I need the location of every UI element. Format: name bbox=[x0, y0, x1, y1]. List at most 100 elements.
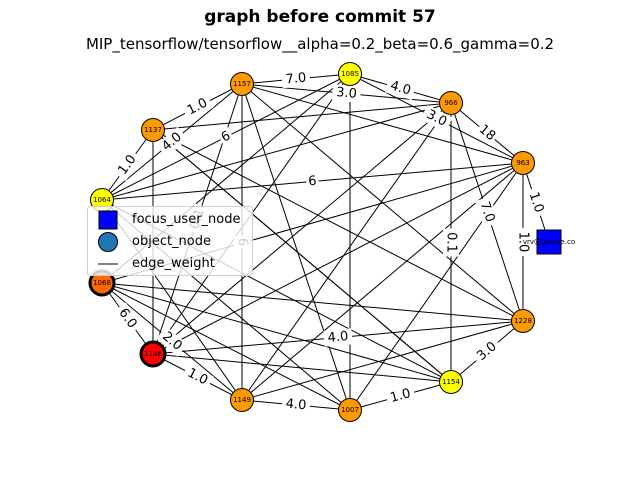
node-circle bbox=[141, 118, 165, 142]
node-label: vrv@google.co bbox=[523, 238, 575, 246]
edge-weight-label: 0.1 bbox=[443, 228, 459, 257]
edge-weight-bg bbox=[281, 69, 311, 89]
node-circle bbox=[511, 151, 535, 175]
focus-user-node[interactable]: vrv@google.co bbox=[523, 229, 575, 255]
edge-label-layer: 7.0 4.0 18 1.0 1.0 3.0 1.0 4.0 1.0 6.0 1.0 1.0 3.0 0.… bbox=[112, 69, 548, 415]
edge-963-1007 bbox=[349, 162, 524, 411]
edge-1157-1007 bbox=[241, 83, 351, 411]
edge-weight-label: 1.0 bbox=[524, 186, 548, 219]
legend-row-focus: focus_user_node bbox=[88, 210, 252, 230]
edge-weight-text: 7.0 bbox=[477, 200, 498, 224]
edge-weight-bg bbox=[112, 148, 143, 182]
edge-weight-bg bbox=[112, 302, 143, 335]
edge-weight-label: 3.0 bbox=[331, 84, 362, 103]
edge-weight-label: 1.0 bbox=[181, 93, 214, 121]
node-circle bbox=[439, 91, 463, 115]
node-label: 963 bbox=[516, 159, 529, 167]
edge-weight-label: 4.0 bbox=[384, 76, 417, 101]
edge-weight-bg bbox=[305, 173, 320, 190]
edge-weight-label: 1.0 bbox=[515, 228, 531, 256]
object-node-1157[interactable]: 1157 bbox=[230, 72, 254, 96]
edge-weight-bg bbox=[524, 186, 548, 219]
edge-963-1146 bbox=[152, 162, 524, 355]
node-circle bbox=[338, 398, 362, 422]
edge-weight-text: 6 bbox=[308, 174, 318, 190]
node-layer: 1085 966 963 1228 1154 1007 1149 1146 1068 1064 11… bbox=[88, 62, 575, 422]
edge-weight-label: 18 bbox=[474, 120, 500, 146]
object-node-1228[interactable]: 1228 bbox=[511, 309, 535, 333]
edge-weight-label: 1.0 bbox=[112, 148, 143, 182]
edge-1137-966 bbox=[152, 102, 452, 131]
edge-weight-text: 1.0 bbox=[516, 232, 531, 253]
object-node-1137[interactable]: 1137 bbox=[141, 118, 165, 142]
node-circle bbox=[230, 388, 254, 412]
legend: focus_user_node object_node edge_weight bbox=[87, 206, 253, 276]
edge-weight-bg bbox=[471, 336, 503, 367]
edge-weight-bg bbox=[384, 76, 417, 101]
edge-weight-bg bbox=[323, 328, 353, 347]
object-node-1146[interactable]: 1146 bbox=[139, 340, 167, 368]
legend-edge-marker bbox=[98, 263, 118, 265]
object-node-1068[interactable]: 1068 bbox=[88, 269, 116, 297]
object-node-966[interactable]: 966 bbox=[439, 91, 463, 115]
graph-title: graph before commit 57 bbox=[204, 7, 436, 27]
edge-weight-text: 3.0 bbox=[336, 85, 358, 102]
graph-subtitle: MIP_tensorflow/tensorflow__alpha=0.2_bet… bbox=[85, 35, 555, 53]
edge-weight-bg bbox=[443, 228, 459, 257]
edge-1228-1149 bbox=[241, 320, 524, 401]
edge-weight-bg bbox=[384, 384, 417, 408]
edge-1137-1154 bbox=[152, 129, 452, 383]
edge-weight-bg bbox=[217, 127, 235, 147]
edge-weight-label: 1.0 bbox=[384, 384, 417, 408]
edge-weight-bg bbox=[474, 120, 500, 146]
legend-focus-label: focus_user_node bbox=[132, 212, 241, 227]
node-label: 1007 bbox=[341, 406, 359, 414]
edge-weight-label: 6 bbox=[217, 127, 235, 147]
legend-row-object: object_node bbox=[88, 232, 252, 252]
node-label: 1085 bbox=[341, 70, 359, 78]
edge-weight-bg bbox=[420, 104, 453, 133]
legend-focus-marker bbox=[98, 210, 118, 230]
edge-1157-963 bbox=[241, 83, 524, 164]
node-circle bbox=[139, 340, 167, 368]
edge-weight-bg bbox=[331, 84, 362, 103]
legend-row-edge: edge_weight bbox=[88, 254, 252, 274]
edge-weight-label: 3.0 bbox=[471, 336, 503, 367]
node-label: 1154 bbox=[442, 378, 460, 386]
node-circle bbox=[439, 370, 463, 394]
edge-1007-1068 bbox=[101, 282, 351, 411]
object-node-1149[interactable]: 1149 bbox=[230, 388, 254, 412]
edge-weight-text: 1.0 bbox=[526, 190, 547, 214]
edge-weight-label: 6 bbox=[305, 173, 320, 190]
edge-966-1064 bbox=[101, 102, 452, 201]
edge-weight-label: 3.0 bbox=[420, 104, 453, 133]
edge-1154-1068 bbox=[101, 282, 452, 383]
edge-weight-bg bbox=[156, 326, 188, 357]
edge-weight-label: 4.0 bbox=[323, 328, 353, 347]
edge-1228-1137 bbox=[152, 129, 524, 322]
object-node-1154[interactable]: 1154 bbox=[439, 370, 463, 394]
node-circle bbox=[230, 72, 254, 96]
edge-weight-bg bbox=[475, 196, 499, 228]
edge-weight-bg bbox=[515, 228, 531, 256]
edge-weight-text: 1.0 bbox=[389, 386, 413, 406]
legend-object-marker bbox=[98, 232, 118, 252]
node-circle bbox=[338, 62, 362, 86]
edge-weight-bg bbox=[281, 395, 311, 415]
edge-1228-1068 bbox=[101, 282, 524, 322]
node-label: 1157 bbox=[233, 80, 251, 88]
object-node-963[interactable]: 963 bbox=[511, 151, 535, 175]
node-circle bbox=[511, 309, 535, 333]
edge-weight-label: 1.0 bbox=[181, 363, 214, 391]
node-label: 1146 bbox=[144, 350, 162, 358]
edge-weight-text: 4.0 bbox=[327, 329, 349, 346]
node-label: 1228 bbox=[514, 317, 532, 325]
edge-weight-text: 4.0 bbox=[388, 78, 412, 98]
edge-1157-1228 bbox=[241, 83, 524, 322]
object-node-1085[interactable]: 1085 bbox=[338, 62, 362, 86]
object-node-1007[interactable]: 1007 bbox=[338, 398, 362, 422]
focus-user-marker bbox=[536, 229, 562, 255]
edge-1154-1146 bbox=[152, 353, 452, 383]
edge-966-1146 bbox=[152, 102, 452, 355]
edge-weight-label: 7.0 bbox=[475, 196, 499, 228]
